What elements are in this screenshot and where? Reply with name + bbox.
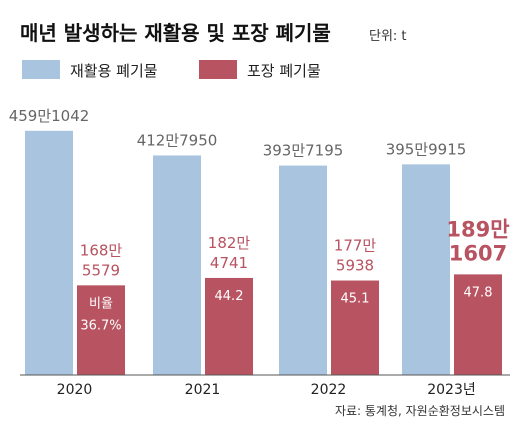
- legend-label-recycling: 재활용 폐기물: [70, 62, 158, 80]
- legend-swatch-recycling: [22, 60, 60, 79]
- legend-label-packaging: 포장 폐기물: [247, 62, 321, 80]
- bar-packaging-2: [331, 280, 379, 375]
- bar-recycling-0: [25, 130, 73, 375]
- value-label-packaging-2-line2: 5938: [336, 257, 374, 275]
- category-label-0: 2020: [57, 382, 93, 398]
- ratio-value-3: 47.8: [464, 285, 493, 300]
- value-label-packaging-1-line1: 182만: [208, 234, 251, 252]
- source-note: 자료: 통계청, 자원순환정보시스템: [335, 404, 505, 418]
- category-label-3: 2023년: [427, 382, 476, 398]
- value-label-packaging-3-line2: 1607: [449, 241, 507, 265]
- legend: 재활용 폐기물 포장 폐기물: [22, 60, 321, 80]
- bar-recycling-3: [402, 164, 450, 375]
- value-label-packaging-3-line1: 189만: [446, 217, 509, 241]
- legend-swatch-packaging: [199, 60, 237, 79]
- value-label-packaging-0-line2: 5579: [82, 261, 120, 279]
- value-label-packaging-1-line2: 4741: [210, 254, 248, 272]
- ratio-value-2: 45.1: [341, 292, 370, 307]
- plot-area: 459만1042 168만 5579 비율 36.7% 2020 412만7950 182만 4…: [9, 107, 510, 398]
- value-label-recycling-0: 459만1042: [9, 107, 90, 125]
- ratio-value-0: 36.7%: [80, 318, 121, 333]
- category-label-2: 2022: [311, 382, 347, 398]
- value-label-recycling-2: 393만7195: [263, 142, 344, 160]
- ratio-caption: 비율: [89, 296, 113, 311]
- bar-packaging-0: [77, 285, 125, 375]
- ratio-value-1: 44.2: [215, 289, 244, 304]
- unit-label: 단위: t: [369, 29, 407, 44]
- bar-recycling-2: [279, 165, 327, 375]
- value-label-packaging-2-line1: 177만: [334, 237, 377, 255]
- value-label-packaging-0-line1: 168만: [80, 241, 123, 259]
- value-label-recycling-3: 395만9915: [386, 140, 467, 158]
- bar-packaging-1: [205, 277, 253, 375]
- bar-packaging-3: [454, 274, 502, 375]
- bar-recycling-1: [153, 155, 201, 375]
- category-label-1: 2021: [185, 382, 221, 398]
- value-label-recycling-1: 412만7950: [137, 131, 218, 149]
- chart-title: 매년 발생하는 재활용 및 포장 폐기물: [20, 21, 331, 45]
